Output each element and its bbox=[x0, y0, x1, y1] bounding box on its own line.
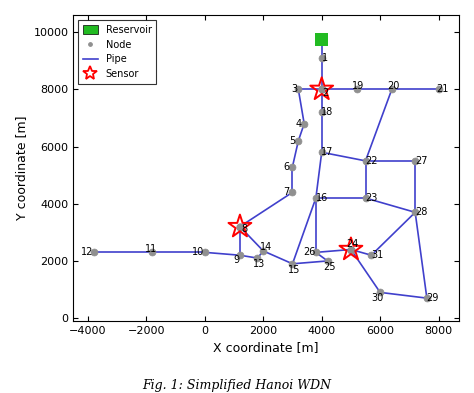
Point bbox=[254, 255, 261, 261]
Point bbox=[201, 249, 209, 255]
Text: 17: 17 bbox=[321, 147, 334, 157]
Point bbox=[347, 246, 355, 253]
Point bbox=[362, 195, 369, 201]
Point bbox=[294, 86, 302, 92]
Point bbox=[289, 189, 296, 195]
Point bbox=[435, 86, 442, 92]
Text: 23: 23 bbox=[365, 193, 378, 203]
Point bbox=[388, 86, 396, 92]
Point bbox=[318, 36, 326, 42]
Point bbox=[376, 289, 384, 296]
Point bbox=[301, 121, 308, 127]
Text: 10: 10 bbox=[192, 247, 204, 257]
Text: Fig. 1: Simplified Hanoi WDN: Fig. 1: Simplified Hanoi WDN bbox=[143, 379, 331, 392]
Text: 7: 7 bbox=[283, 187, 290, 197]
Text: 29: 29 bbox=[427, 293, 439, 303]
Point bbox=[259, 248, 267, 254]
Text: 19: 19 bbox=[352, 81, 365, 91]
Text: 9: 9 bbox=[233, 255, 239, 265]
Text: 6: 6 bbox=[283, 162, 290, 172]
Text: 24: 24 bbox=[346, 239, 358, 249]
X-axis label: X coordinate [m]: X coordinate [m] bbox=[213, 342, 319, 354]
Point bbox=[236, 224, 244, 230]
Text: 30: 30 bbox=[371, 293, 383, 303]
Point bbox=[347, 246, 355, 253]
Text: 26: 26 bbox=[303, 247, 315, 257]
Point bbox=[423, 295, 431, 301]
Point bbox=[289, 163, 296, 170]
Text: 31: 31 bbox=[371, 250, 383, 260]
Text: 28: 28 bbox=[415, 208, 427, 217]
Text: 13: 13 bbox=[253, 259, 265, 269]
Text: 4: 4 bbox=[295, 119, 301, 129]
Point bbox=[312, 195, 319, 201]
Point bbox=[318, 55, 326, 61]
Point bbox=[90, 249, 98, 255]
Text: 11: 11 bbox=[145, 244, 157, 253]
Point bbox=[318, 109, 326, 116]
Point bbox=[411, 209, 419, 215]
Point bbox=[312, 249, 319, 255]
Text: 25: 25 bbox=[323, 262, 335, 272]
Text: 20: 20 bbox=[387, 81, 400, 91]
Point bbox=[294, 138, 302, 144]
Text: 14: 14 bbox=[260, 242, 273, 252]
Text: 21: 21 bbox=[437, 84, 449, 94]
Point bbox=[353, 86, 361, 92]
Text: 3: 3 bbox=[292, 84, 298, 94]
Text: 1: 1 bbox=[322, 53, 328, 63]
Point bbox=[362, 158, 369, 164]
Text: 27: 27 bbox=[415, 156, 427, 166]
Text: 18: 18 bbox=[321, 107, 334, 117]
Text: 16: 16 bbox=[316, 193, 328, 203]
Point bbox=[236, 252, 244, 258]
Text: 2: 2 bbox=[323, 88, 329, 98]
Point bbox=[318, 86, 326, 92]
Text: 15: 15 bbox=[288, 264, 300, 275]
Point bbox=[318, 149, 326, 155]
Point bbox=[236, 224, 244, 230]
Point bbox=[324, 258, 331, 264]
Y-axis label: Y coordinate [m]: Y coordinate [m] bbox=[15, 116, 28, 220]
Text: 22: 22 bbox=[365, 156, 378, 166]
Legend: Reservoir, Node, Pipe, Sensor: Reservoir, Node, Pipe, Sensor bbox=[78, 20, 156, 84]
Point bbox=[318, 86, 326, 92]
Point bbox=[289, 261, 296, 267]
Text: 8: 8 bbox=[241, 224, 247, 235]
Text: 5: 5 bbox=[289, 136, 296, 146]
Point bbox=[367, 252, 375, 258]
Point bbox=[148, 249, 156, 255]
Point bbox=[411, 158, 419, 164]
Text: 12: 12 bbox=[81, 247, 93, 257]
